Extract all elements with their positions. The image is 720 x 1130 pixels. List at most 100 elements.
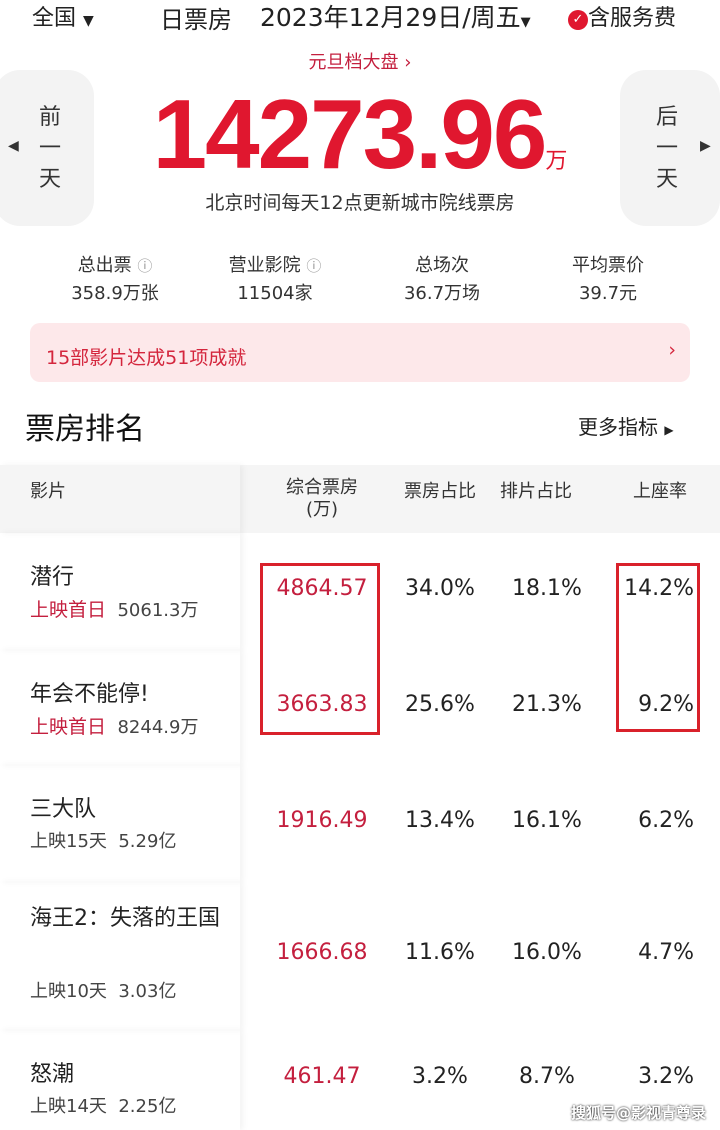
total-value: 14273.96 [152,79,548,189]
box-office-value: 461.47 [283,1064,361,1089]
header-share[interactable]: 票房占比 [404,481,476,502]
seat-rate-value: 6.2% [638,807,694,833]
film-name[interactable]: 三大队 [30,797,97,822]
screenings-value: 18.1% [512,575,582,601]
table-row[interactable]: 年会不能停! 上映首日 8244.9万 3663.83 25.6% 21.3% … [0,650,720,765]
box-office-value: 1916.49 [276,807,368,833]
stat-label: 总出票 [77,255,132,276]
film-name[interactable]: 年会不能停! [30,682,149,707]
caret-down-icon: ▼ [83,13,94,29]
prev-char: 前 [38,105,61,130]
stat-label: 营业影院 [228,255,301,276]
next-char: 一 [655,136,678,161]
header-screenings[interactable]: 排片占比 [500,481,572,502]
service-fee-label: 含服务费 [588,6,677,31]
check-circle-icon: ✓ [568,10,588,30]
chevron-right-icon: › [404,52,412,73]
screenings-value: 21.3% [512,691,582,717]
film-meta: 上映首日 8244.9万 [30,712,198,739]
banner-text: 15部影片达成51项成就 [46,347,247,369]
prev-day-button[interactable]: ◀ 前一天 [0,70,94,226]
share-value: 34.0% [405,575,475,601]
more-metrics-link[interactable]: 更多指标 ▶ [578,411,674,440]
share-value: 3.2% [412,1064,468,1089]
box-office-value: 4864.57 [276,575,368,601]
film-name[interactable]: 怒潮 [30,1062,75,1087]
caret-down-icon: ▼ [520,15,531,30]
section-title: 票房排名 [25,412,145,447]
table-row[interactable]: 潜行 上映首日 5061.3万 4864.57 34.0% 18.1% 14.2… [0,533,720,650]
stat-shows: 总场次 36.7万场 [362,252,522,308]
more-label: 更多指标 [578,415,658,439]
caret-right-icon: ▶ [664,423,674,437]
service-fee-toggle[interactable]: ✓ 含服务费 [568,0,676,32]
stat-value: 11504家 [237,283,313,304]
highlight-box [260,563,380,735]
film-meta: 上映10天 3.03亿 [30,977,176,1003]
table-header: 影片 综合票房 (万) 票房占比 排片占比 上座率 [0,465,720,533]
cumulative-box: 2.25亿 [118,1096,177,1117]
seat-rate-value: 3.2% [638,1064,694,1089]
region-selector[interactable]: 全国 ▼ [32,0,94,32]
total-box-office: 14273.96万 [0,78,720,191]
cumulative-box: 8244.9万 [117,717,199,738]
next-char: 后 [655,105,678,130]
cumulative-box: 5061.3万 [117,600,199,621]
stat-cinemas: 营业影院 ⓘ 11504家 [195,252,355,308]
prev-char: 天 [38,167,61,192]
cumulative-box: 5.29亿 [118,831,177,852]
header-seat-rate[interactable]: 上座率 [633,481,687,502]
holiday-link[interactable]: 元旦档大盘 › [0,48,720,74]
stat-label: 总场次 [415,255,469,276]
top-bar: 全国 ▼ 日票房 2023年12月29日/周五▼ ✓ 含服务费 [0,0,720,34]
table-row[interactable]: 海王2：失落的王国 上映10天 3.03亿 1666.68 11.6% 16.0… [0,882,720,1030]
holiday-label: 元旦档大盘 [308,52,399,73]
watermark: 搜狐号@影视青尊录 [570,1104,706,1122]
film-name[interactable]: 海王2：失落的王国 [30,906,220,931]
screenings-value: 8.7% [519,1064,575,1089]
page-title: 日票房 [160,6,232,34]
info-icon[interactable]: ⓘ [137,257,153,275]
seat-rate-value: 14.2% [624,575,694,601]
stat-value: 358.9万张 [71,283,159,304]
screenings-value: 16.0% [512,940,582,965]
film-meta: 上映15天 5.29亿 [30,827,176,853]
seat-rate-value: 4.7% [638,940,694,965]
film-meta: 上映首日 5061.3万 [30,595,198,622]
stat-tickets: 总出票 ⓘ 358.9万张 [35,252,195,308]
table-row[interactable]: 怒潮 上映14天 2.25亿 461.47 3.2% 8.7% 3.2% [0,1030,720,1130]
release-tag: 上映首日 [30,716,107,738]
stat-avg-price: 平均票价 39.7元 [528,252,688,308]
update-note: 北京时间每天12点更新城市院线票房 [205,192,515,214]
film-name[interactable]: 潜行 [30,565,75,590]
next-char: 天 [655,167,678,192]
next-day-button[interactable]: ▶ 后一天 [620,70,720,226]
release-tag: 上映14天 [30,1096,107,1117]
share-value: 11.6% [405,940,475,965]
box-office-value: 3663.83 [276,691,368,717]
prev-char: 一 [38,136,61,161]
chevron-right-icon: › [668,339,676,361]
stat-label: 平均票价 [572,255,644,276]
region-label: 全国 [32,6,77,31]
date-selector[interactable]: 2023年12月29日/周五▼ [260,0,531,34]
release-tag: 上映15天 [30,831,107,852]
seat-rate-value: 9.2% [638,691,694,717]
film-meta: 上映14天 2.25亿 [30,1092,176,1118]
date-label: 2023年12月29日/周五 [260,3,521,32]
achievements-banner[interactable]: 15部影片达成51项成就 › [30,323,690,382]
share-value: 25.6% [405,691,475,717]
caret-right-icon: ▶ [700,138,711,154]
header-box-office[interactable]: 综合票房 (万) [286,477,358,520]
info-icon[interactable]: ⓘ [306,257,322,275]
stat-value: 39.7元 [578,283,638,304]
cumulative-box: 3.03亿 [118,981,177,1002]
caret-left-icon: ◀ [8,138,19,154]
table-row[interactable]: 三大队 上映15天 5.29亿 1916.49 13.4% 16.1% 6.2% [0,765,720,882]
header-film: 影片 [30,481,66,502]
box-office-value: 1666.68 [276,940,368,965]
total-unit: 万 [545,148,568,173]
release-tag: 上映首日 [30,599,107,621]
stat-value: 36.7万场 [403,283,481,304]
release-tag: 上映10天 [30,981,107,1002]
